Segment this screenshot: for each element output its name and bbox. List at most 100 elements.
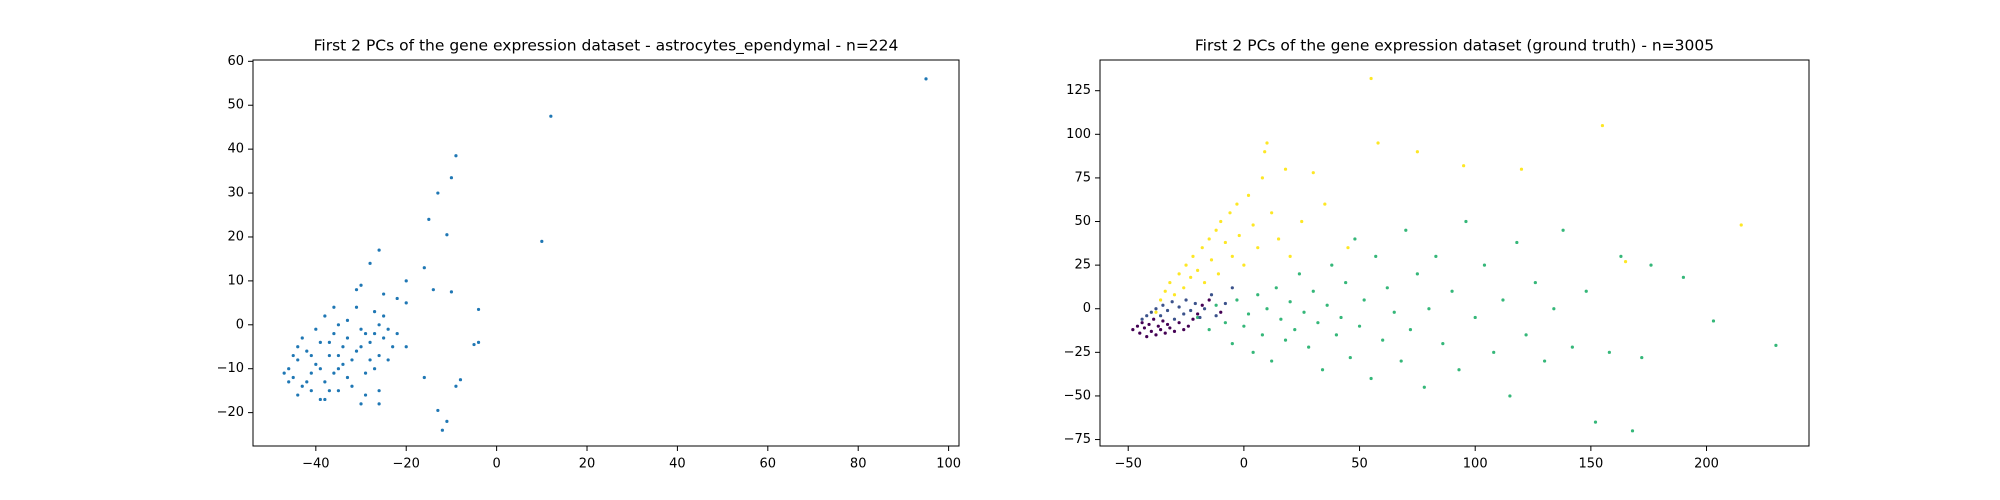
- subplot: First 2 PCs of the gene expression datas…: [217, 37, 961, 472]
- point: [296, 393, 300, 397]
- point: [1279, 317, 1283, 321]
- point: [287, 367, 291, 371]
- point: [1159, 328, 1163, 332]
- chart-title: First 2 PCs of the gene expression datas…: [1195, 37, 1714, 55]
- point: [1140, 321, 1144, 325]
- y-tick-label: 125: [1066, 83, 1091, 98]
- point: [1508, 394, 1512, 398]
- point: [327, 353, 331, 358]
- point: [1711, 319, 1716, 323]
- point: [309, 353, 313, 358]
- point: [1415, 150, 1419, 154]
- point: [386, 358, 390, 362]
- point: [1256, 293, 1260, 297]
- point: [1177, 272, 1181, 276]
- point: [305, 349, 309, 353]
- point: [1209, 293, 1214, 297]
- point: [1640, 355, 1644, 360]
- point: [377, 389, 381, 393]
- point: [1223, 301, 1227, 306]
- x-tick-label: 100: [1463, 457, 1488, 472]
- point: [924, 77, 928, 81]
- point: [1492, 350, 1496, 354]
- point: [345, 318, 350, 323]
- point: [1265, 307, 1269, 311]
- point: [1172, 317, 1177, 321]
- point: [314, 362, 318, 366]
- y-tick-label: 20: [227, 229, 244, 244]
- point: [1223, 240, 1227, 245]
- point: [1392, 310, 1396, 314]
- point: [354, 288, 359, 292]
- point: [350, 384, 354, 388]
- point: [1348, 355, 1352, 360]
- point: [1339, 315, 1343, 320]
- point: [1189, 275, 1193, 279]
- point: [1200, 303, 1204, 307]
- y-tick-label: 50: [1074, 214, 1091, 229]
- point: [1182, 312, 1186, 316]
- point: [1307, 345, 1311, 349]
- point: [1135, 324, 1140, 328]
- point: [305, 380, 309, 384]
- point: [359, 283, 363, 287]
- point: [296, 345, 300, 349]
- y-tick-label: 0: [1083, 301, 1091, 316]
- point: [1235, 202, 1239, 206]
- y-tick-label: 30: [227, 186, 244, 201]
- point: [1196, 315, 1200, 320]
- point: [386, 327, 390, 331]
- point: [404, 279, 408, 283]
- point: [1223, 321, 1227, 325]
- point: [445, 419, 449, 424]
- point: [1619, 254, 1623, 259]
- point: [1156, 324, 1160, 328]
- point: [1145, 335, 1149, 339]
- x-tick-label: −20: [393, 457, 420, 472]
- point: [1182, 328, 1186, 332]
- point: [1270, 211, 1274, 215]
- point: [1524, 333, 1528, 337]
- point: [372, 331, 377, 336]
- point: [1482, 263, 1487, 267]
- point: [436, 191, 440, 195]
- point: [1165, 322, 1170, 327]
- point: [287, 380, 291, 384]
- point: [354, 349, 359, 353]
- point: [291, 375, 295, 380]
- point: [1422, 385, 1426, 389]
- y-tick-label: −75: [1064, 432, 1091, 447]
- point: [1283, 338, 1288, 342]
- point: [1607, 350, 1611, 354]
- point: [332, 371, 336, 375]
- x-tick-label: 0: [1240, 457, 1248, 472]
- point: [1191, 254, 1195, 259]
- point: [1163, 331, 1167, 335]
- point: [1237, 233, 1241, 238]
- y-tick-label: −10: [217, 361, 244, 376]
- point: [1177, 321, 1181, 325]
- point: [1260, 176, 1264, 180]
- point: [454, 154, 458, 158]
- point: [1200, 246, 1204, 250]
- point: [1230, 254, 1234, 259]
- point: [404, 345, 408, 349]
- point: [422, 266, 426, 270]
- point: [1584, 289, 1588, 293]
- point: [1161, 303, 1165, 307]
- point: [1142, 326, 1147, 330]
- point: [1242, 263, 1246, 267]
- point: [1214, 303, 1218, 307]
- y-tick-label: −50: [1064, 388, 1091, 403]
- point: [1154, 333, 1158, 337]
- point: [1172, 329, 1177, 334]
- point: [1209, 258, 1214, 262]
- point: [1246, 193, 1251, 197]
- point: [336, 389, 341, 393]
- point: [377, 323, 381, 327]
- point: [1131, 328, 1135, 332]
- point: [318, 367, 322, 371]
- point: [422, 375, 426, 380]
- point: [336, 323, 341, 327]
- point: [1570, 345, 1574, 349]
